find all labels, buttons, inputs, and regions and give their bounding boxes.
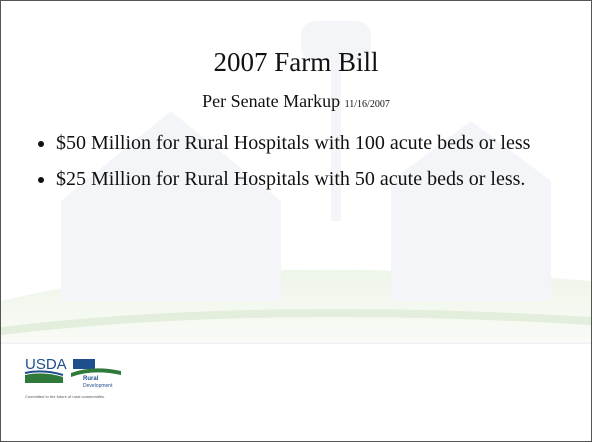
subtitle-line: Per Senate Markup 11/16/2007 xyxy=(1,91,591,112)
logo-tagline: Committed to the future of rural communi… xyxy=(25,394,105,399)
bullet: $25 Million for Rural Hospitals with 50 … xyxy=(56,165,546,193)
bullet-list: $50 Million for Rural Hospitals with 100… xyxy=(31,129,546,201)
slide-title: 2007 Farm Bill xyxy=(1,47,591,78)
logo-unit-line2: Development xyxy=(83,383,113,389)
bullet: $50 Million for Rural Hospitals with 100… xyxy=(56,129,546,157)
slide: 2007 Farm Bill Per Senate Markup 11/16/2… xyxy=(0,0,592,442)
logo-agency: USDA xyxy=(25,356,67,373)
subtitle: Per Senate Markup xyxy=(202,91,340,111)
usda-logo: USDA Rural Development xyxy=(23,353,133,393)
date: 11/16/2007 xyxy=(345,99,390,110)
logo-unit-line1: Rural xyxy=(83,376,99,382)
